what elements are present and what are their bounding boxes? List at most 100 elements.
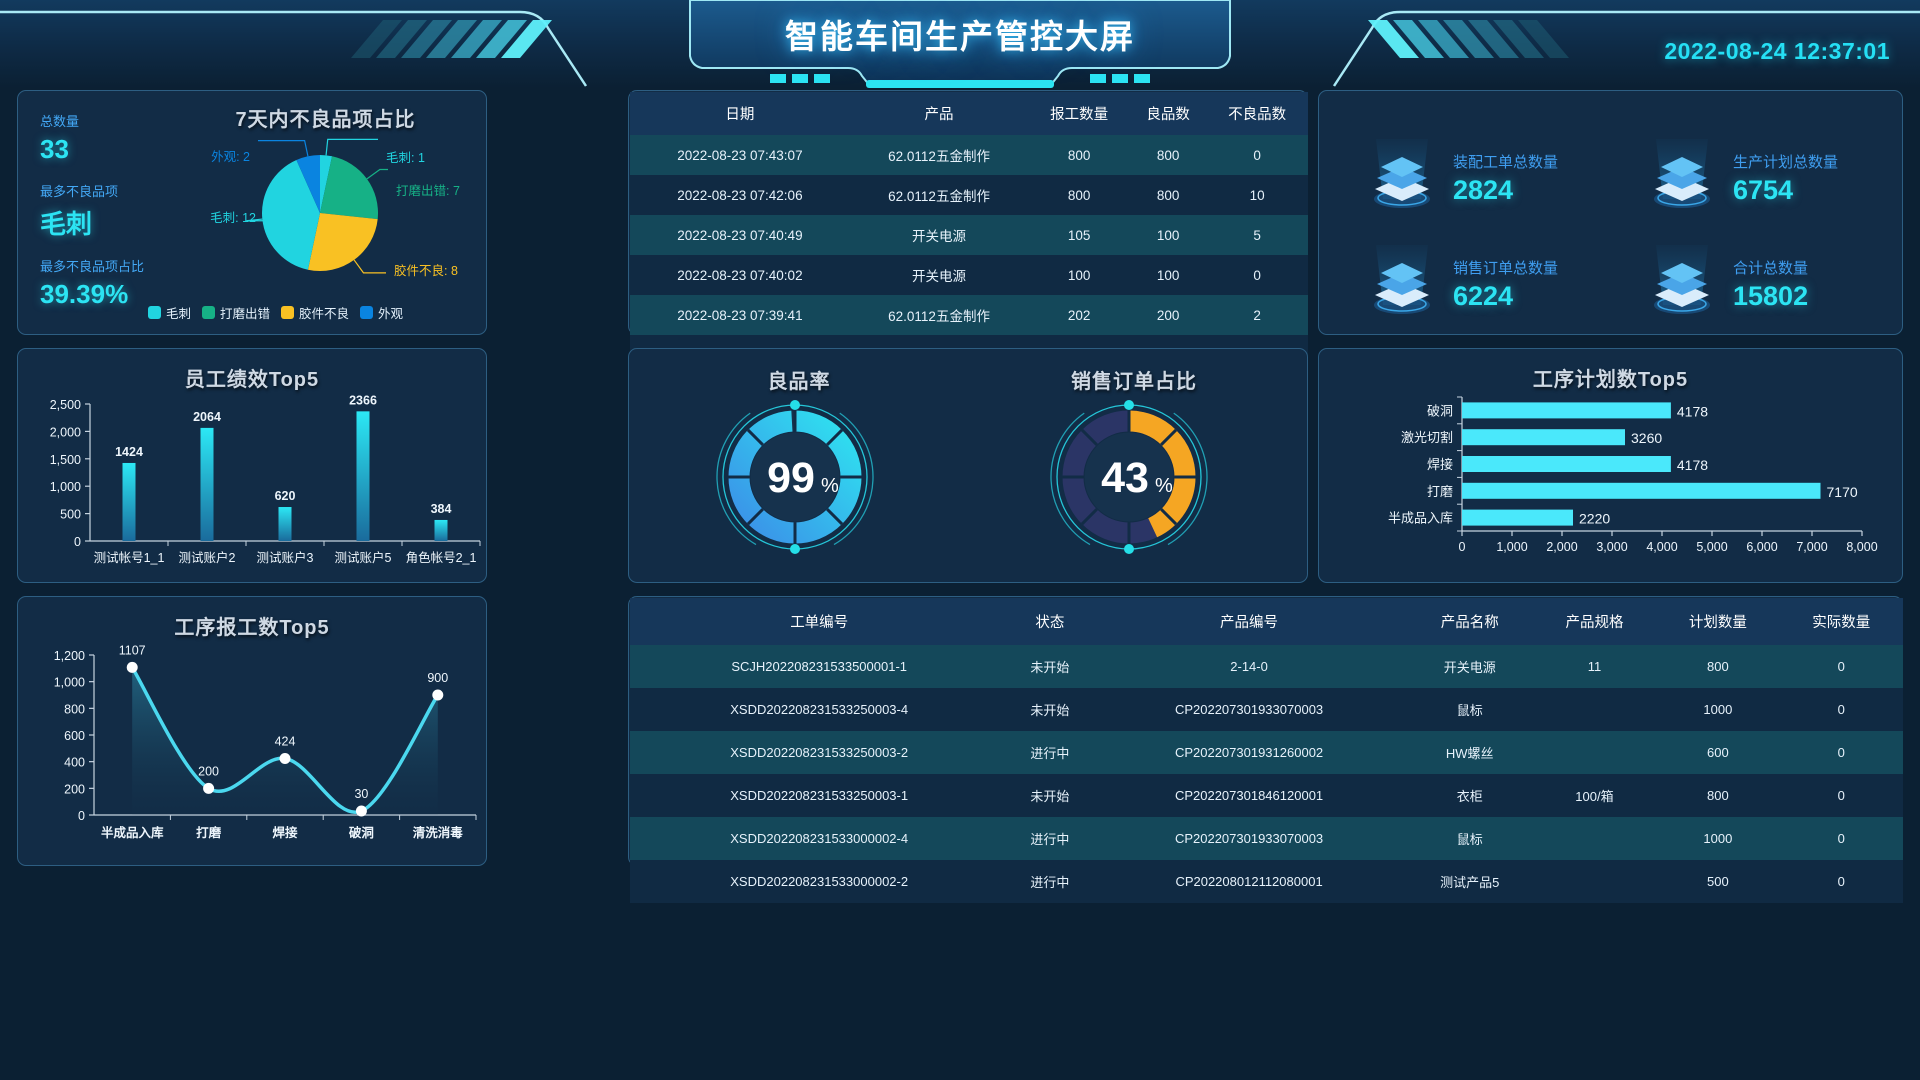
cell-3: 800 — [1130, 175, 1207, 215]
bar-value-label: 3260 — [1631, 430, 1662, 446]
header-tick-blocks — [770, 74, 1150, 88]
point-value-label: 1107 — [119, 643, 146, 657]
gauge-value: 43 — [1101, 454, 1149, 502]
bar-value-label: 1424 — [115, 445, 143, 459]
bar-value-label: 2220 — [1579, 511, 1610, 527]
cell-4: 10 — [1206, 175, 1308, 215]
legend-swatch-icon — [202, 306, 216, 319]
cell-2: CP202207301931260002 — [1091, 731, 1407, 774]
table-row[interactable]: XSDD202208231533000002-2 进行中 CP20220801211… — [630, 860, 1903, 903]
cell-5: 1000 — [1656, 817, 1780, 860]
cell-1: 进行中 — [1008, 731, 1092, 774]
table-row[interactable]: XSDD202208231533250003-4 未开始 CP20220730193… — [630, 688, 1903, 731]
x-axis-tick-label: 5,000 — [1696, 540, 1727, 554]
cell-4: 5 — [1206, 215, 1308, 255]
kpi-value: 2824 — [1453, 175, 1514, 205]
pie-callout-label: 打磨出错: 7 — [396, 184, 460, 198]
y-axis-tick-label: 200 — [64, 782, 85, 796]
cell-2: 105 — [1028, 215, 1130, 255]
x-axis-tick-label: 测试帐号1_1 — [94, 550, 165, 565]
column-header-2: 报工数量 — [1028, 92, 1130, 135]
x-axis-tick-label: 角色帐号2_1 — [406, 550, 477, 565]
cell-1: 进行中 — [1008, 817, 1092, 860]
table-row[interactable]: 2022-08-23 07:40:02 开关电源 100 100 0 — [630, 255, 1308, 295]
cell-3: 鼠标 — [1406, 817, 1533, 860]
x-axis-tick-label: 测试账户5 — [335, 550, 392, 565]
legend-item[interactable]: 毛刺 — [148, 303, 191, 322]
production-report-table: 日期 产品 报工数量 良品数 不良品数 2022-08-23 07:43:07 62.01… — [630, 92, 1308, 375]
production-report-panel: 日期 产品 报工数量 良品数 不良品数 2022-08-23 07:43:07 62.01… — [628, 90, 1308, 375]
stat-value: 毛刺 — [40, 209, 93, 239]
table-row[interactable]: 2022-08-23 07:39:41 62.0112五金制作 202 200 2 — [630, 295, 1308, 335]
table-row[interactable]: 2022-08-23 07:40:49 开关电源 105 100 5 — [630, 215, 1308, 255]
pie-slice — [296, 155, 320, 213]
y-axis-tick-label: 激光切割 — [1401, 430, 1453, 445]
cell-6: 0 — [1779, 817, 1903, 860]
kpi-label: 装配工单总数量 — [1453, 154, 1559, 171]
y-axis-tick-label: 800 — [64, 702, 85, 716]
table-row[interactable]: XSDD202208231533250003-1 未开始 CP20220730184… — [630, 774, 1903, 817]
cell-6: 0 — [1779, 688, 1903, 731]
x-axis-tick-label: 焊接 — [272, 825, 298, 840]
header-decoration — [0, 0, 1920, 88]
cell-1: 开关电源 — [849, 215, 1029, 255]
bar-value-label: 4178 — [1677, 403, 1708, 419]
bar — [200, 427, 214, 541]
y-axis-tick-label: 焊接 — [1427, 457, 1453, 472]
y-axis-tick-label: 2,500 — [50, 398, 81, 412]
legend-swatch-icon — [148, 306, 161, 319]
cell-0: 2022-08-23 07:42:06 — [630, 175, 850, 215]
x-axis-tick-label: 半成品入库 — [101, 825, 164, 840]
stat-value: 33 — [40, 134, 69, 164]
table-row[interactable]: XSDD202208231533250003-2 进行中 CP20220730193… — [630, 731, 1903, 774]
bar — [1462, 456, 1671, 472]
cell-3: 100 — [1130, 255, 1207, 295]
column-header-3: 产品名称 — [1406, 598, 1533, 645]
table-row[interactable]: 2022-08-23 07:43:07 62.0112五金制作 800 800 0 — [630, 135, 1308, 175]
legend-item[interactable]: 外观 — [360, 303, 403, 322]
stat-label: 总数量 — [40, 114, 80, 129]
cell-4: 2 — [1206, 295, 1308, 335]
point-value-label: 30 — [354, 787, 368, 801]
kpi-label: 销售订单总数量 — [1453, 260, 1559, 277]
pie-slice — [320, 155, 333, 213]
cell-1: 开关电源 — [849, 255, 1029, 295]
table-row[interactable]: XSDD202208231533000002-4 进行中 CP20220730193… — [630, 817, 1903, 860]
point-value-label: 200 — [198, 764, 219, 778]
header-stripes-left — [351, 20, 552, 58]
bar — [1462, 402, 1671, 419]
y-axis-tick-label: 2,000 — [50, 425, 81, 439]
gauge-dot — [1124, 544, 1134, 554]
y-axis-tick-label: 1,500 — [50, 453, 81, 467]
cell-4 — [1532, 817, 1657, 860]
line-point — [203, 782, 215, 794]
table-row[interactable]: 2022-08-23 07:42:06 62.0112五金制作 800 800 10 — [630, 175, 1308, 215]
layers-stack-icon — [1639, 133, 1725, 224]
y-axis-tick-label: 600 — [64, 729, 85, 743]
stat-top-defect-ratio: 最多不良品项占比 39.39% — [40, 256, 144, 310]
cell-0: XSDD202208231533250003-1 — [630, 774, 1009, 817]
cell-4 — [1532, 860, 1657, 903]
y-axis-tick-label: 1,000 — [54, 676, 85, 690]
work-orders-panel: 工单编号 状态 产品编号 产品名称 产品规格 计划数量 实际数量 SCJH202208231… — [628, 596, 1903, 903]
legend-item[interactable]: 打磨出错 — [202, 303, 270, 322]
x-axis-tick-label: 0 — [1459, 540, 1466, 554]
cell-0: XSDD202208231533250003-4 — [630, 688, 1009, 731]
pie-callout-line — [325, 138, 378, 156]
cell-6: 0 — [1779, 774, 1903, 817]
process-report-panel: 工序报工数Top5 0 200 400 600 800 1,000 1,200 1107 半成品… — [17, 596, 487, 866]
bar — [1462, 509, 1573, 526]
legend-item[interactable]: 胶件不良 — [281, 303, 349, 322]
bar-value-label: 7170 — [1827, 484, 1858, 500]
column-header-5: 计划数量 — [1656, 598, 1780, 645]
kpi-value: 6754 — [1733, 175, 1794, 205]
cell-4: 0 — [1206, 135, 1308, 175]
dashboard-header: 智能车间生产管控大屏 2022-08-24 12:37:01 — [0, 0, 1920, 88]
bar-value-label: 384 — [431, 502, 452, 516]
x-axis-tick-label: 8,000 — [1846, 540, 1877, 554]
y-axis-tick-label: 400 — [64, 756, 85, 770]
cell-3: 测试产品5 — [1406, 860, 1533, 903]
table-row[interactable]: SCJH202208231533500001-1 未开始 2-14-0 开关电源 11 8… — [630, 645, 1903, 688]
column-header-6: 实际数量 — [1779, 598, 1903, 645]
y-axis-tick-label: 1,000 — [50, 480, 81, 494]
